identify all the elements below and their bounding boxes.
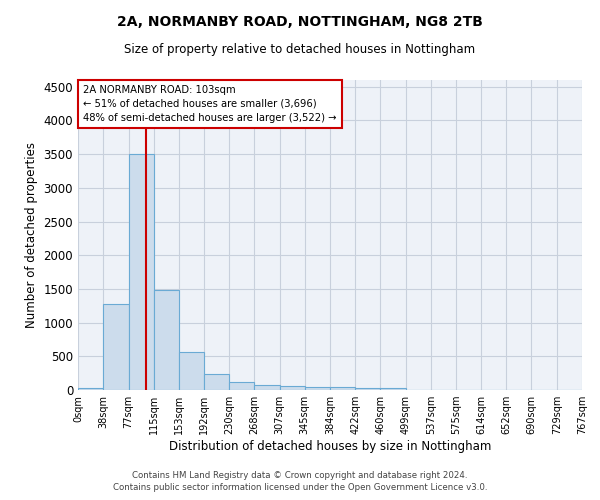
Bar [154, 290, 179, 390]
Bar [305, 386, 331, 390]
Bar [128, 154, 154, 390]
Bar [229, 382, 254, 390]
X-axis label: Distribution of detached houses by size in Nottingham: Distribution of detached houses by size … [169, 440, 491, 453]
Bar [254, 384, 280, 390]
Bar [179, 352, 204, 390]
Y-axis label: Number of detached properties: Number of detached properties [25, 142, 38, 328]
Text: 2A NORMANBY ROAD: 103sqm
← 51% of detached houses are smaller (3,696)
48% of sem: 2A NORMANBY ROAD: 103sqm ← 51% of detach… [83, 84, 337, 122]
Bar [78, 388, 103, 390]
Bar [204, 374, 229, 390]
Text: Size of property relative to detached houses in Nottingham: Size of property relative to detached ho… [124, 42, 476, 56]
Text: 2A, NORMANBY ROAD, NOTTINGHAM, NG8 2TB: 2A, NORMANBY ROAD, NOTTINGHAM, NG8 2TB [117, 15, 483, 29]
Bar [331, 388, 355, 390]
Bar [380, 388, 406, 390]
Bar [355, 388, 380, 390]
Text: Contains HM Land Registry data © Crown copyright and database right 2024.
Contai: Contains HM Land Registry data © Crown c… [113, 471, 487, 492]
Bar [103, 304, 128, 390]
Bar [280, 386, 305, 390]
